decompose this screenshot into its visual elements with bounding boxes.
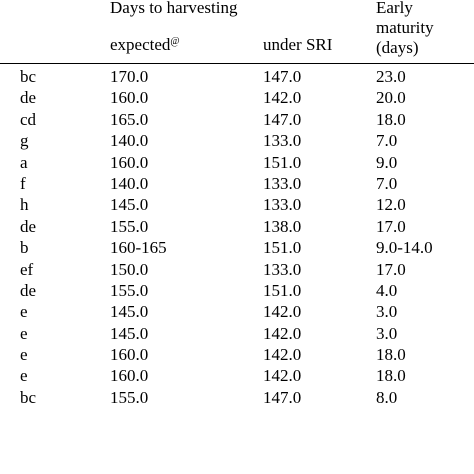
expected-days-cell: 145.0 [110, 302, 149, 322]
days-to-harvesting-heading: Days to harvesting [110, 0, 238, 17]
early-maturity-cell: 17.0 [376, 216, 406, 236]
group-cell: f [20, 173, 26, 193]
group-cell: bc [20, 387, 37, 407]
early-maturity-cell: 8.0 [376, 387, 398, 407]
under-sri-days-cell: 147.0 [263, 387, 302, 407]
header-rule [0, 63, 474, 64]
early-maturity-cell: 23.0 [376, 67, 406, 86]
table-row: e 145.0 142.0 3.0 [0, 323, 474, 344]
early-maturity-cell: 9.0-14.0 [376, 238, 433, 258]
expected-days-cell: 155.0 [110, 387, 149, 407]
table-row: e 160.0 142.0 18.0 [0, 344, 474, 365]
early-maturity-heading-line1: Early [376, 0, 413, 17]
expected-days-cell: 150.0 [110, 259, 149, 279]
table-row: e 160.0 142.0 18.0 [0, 365, 474, 386]
expected-days-cell: 160.0 [110, 152, 149, 172]
expected-days-cell: 170.0 [110, 67, 149, 86]
table-row: cd 165.0 147.0 18.0 [0, 109, 474, 130]
table-row: ef 150.0 133.0 17.0 [0, 259, 474, 280]
under-sri-days-cell: 151.0 [263, 280, 302, 300]
early-maturity-cell: 20.0 [376, 88, 406, 108]
expected-days-cell: 140.0 [110, 173, 149, 193]
expected-heading: expected@ [110, 35, 180, 55]
early-maturity-heading-line2: maturity [376, 18, 434, 37]
table-row: b 160-165 151.0 9.0-14.0 [0, 237, 474, 258]
early-maturity-cell: 18.0 [376, 345, 406, 365]
group-cell: e [20, 345, 28, 365]
under-sri-days-cell: 133.0 [263, 131, 302, 151]
table-body: bc 170.0 147.0 23.0 de 160.0 142.0 20.0 cd 165.0 1… [0, 66, 474, 408]
early-maturity-heading-line3: (days) [376, 38, 419, 57]
table-row: de 155.0 138.0 17.0 [0, 216, 474, 237]
early-maturity-cell: 18.0 [376, 109, 406, 129]
group-cell: de [20, 280, 37, 300]
table-row: g 140.0 133.0 7.0 [0, 130, 474, 151]
early-maturity-cell: 4.0 [376, 280, 398, 300]
group-cell: g [20, 131, 29, 151]
expected-days-cell: 155.0 [110, 280, 149, 300]
table-row: f 140.0 133.0 7.0 [0, 173, 474, 194]
early-maturity-cell: 12.0 [376, 195, 406, 215]
under-sri-days-cell: 138.0 [263, 216, 302, 236]
early-maturity-cell: 3.0 [376, 302, 398, 322]
under-sri-days-cell: 142.0 [263, 366, 302, 386]
table-row: h 145.0 133.0 12.0 [0, 194, 474, 215]
early-maturity-cell: 18.0 [376, 366, 406, 386]
early-maturity-cell: 3.0 [376, 323, 398, 343]
table-row: de 160.0 142.0 20.0 [0, 87, 474, 108]
early-maturity-cell: 7.0 [376, 173, 398, 193]
group-cell: e [20, 366, 28, 386]
early-maturity-cell: 17.0 [376, 259, 406, 279]
early-maturity-cell: 7.0 [376, 131, 398, 151]
table-row: bc 170.0 147.0 23.0 [0, 66, 474, 87]
under-sri-days-cell: 142.0 [263, 323, 302, 343]
group-cell: e [20, 323, 28, 343]
expected-days-cell: 145.0 [110, 323, 149, 343]
group-cell: a [20, 152, 28, 172]
under-sri-days-cell: 142.0 [263, 302, 302, 322]
group-cell: ef [20, 259, 34, 279]
group-cell: e [20, 302, 28, 322]
table-row: de 155.0 151.0 4.0 [0, 280, 474, 301]
group-cell: h [20, 195, 29, 215]
group-cell: de [20, 88, 37, 108]
table-row: e 145.0 142.0 3.0 [0, 301, 474, 322]
group-cell: cd [20, 109, 37, 129]
table-row: bc 155.0 147.0 8.0 [0, 387, 474, 408]
expected-days-cell: 145.0 [110, 195, 149, 215]
under-sri-days-cell: 133.0 [263, 173, 302, 193]
group-cell: b [20, 238, 29, 258]
under-sri-days-cell: 142.0 [263, 345, 302, 365]
under-sri-days-cell: 151.0 [263, 238, 302, 258]
under-sri-days-cell: 133.0 [263, 259, 302, 279]
under-sri-days-cell: 147.0 [263, 67, 302, 86]
under-sri-days-cell: 151.0 [263, 152, 302, 172]
expected-label: expected [110, 35, 171, 54]
expected-days-cell: 155.0 [110, 216, 149, 236]
expected-days-cell: 160-165 [110, 238, 167, 258]
expected-footnote-mark: @ [170, 36, 180, 47]
group-cell: de [20, 216, 37, 236]
expected-days-cell: 165.0 [110, 109, 149, 129]
table-row: a 160.0 151.0 9.0 [0, 152, 474, 173]
expected-days-cell: 160.0 [110, 345, 149, 365]
under-sri-days-cell: 147.0 [263, 109, 302, 129]
under-sri-days-cell: 133.0 [263, 195, 302, 215]
expected-days-cell: 140.0 [110, 131, 149, 151]
expected-days-cell: 160.0 [110, 88, 149, 108]
group-cell: bc [20, 67, 37, 86]
early-maturity-cell: 9.0 [376, 152, 398, 172]
under-sri-heading: under SRI [263, 35, 333, 54]
under-sri-days-cell: 142.0 [263, 88, 302, 108]
expected-days-cell: 160.0 [110, 366, 149, 386]
